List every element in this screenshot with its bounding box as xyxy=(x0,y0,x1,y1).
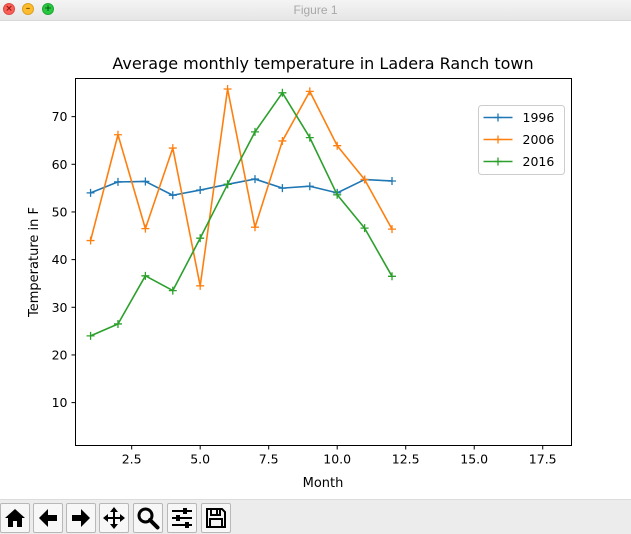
back-arrow-icon xyxy=(39,509,57,527)
data-point xyxy=(333,190,342,199)
navigation-toolbar xyxy=(0,499,631,534)
y-tick-label: 70 xyxy=(52,109,68,124)
x-tick-label: 15.0 xyxy=(460,452,488,467)
legend: 1996 2006 2016 xyxy=(478,105,565,175)
data-point xyxy=(141,177,150,186)
line-chart: Average monthly temperature in Ladera Ra… xyxy=(0,21,631,499)
home-button[interactable] xyxy=(0,503,30,533)
window-title: Figure 1 xyxy=(293,3,338,17)
y-tick-label: 10 xyxy=(52,395,68,410)
window-close-button[interactable]: × xyxy=(3,3,15,15)
data-point xyxy=(305,133,314,142)
x-tick-label: 10.0 xyxy=(323,452,351,467)
data-point xyxy=(388,225,397,234)
data-point xyxy=(250,127,259,136)
y-axis-label: Temperature in F xyxy=(27,207,42,318)
figure-canvas: Average monthly temperature in Ladera Ra… xyxy=(0,21,631,499)
data-point xyxy=(388,176,397,185)
zoom-icon xyxy=(137,507,160,530)
x-tick-label: 17.5 xyxy=(529,452,557,467)
data-point xyxy=(113,130,122,139)
data-point xyxy=(86,236,95,245)
data-point xyxy=(278,184,287,193)
window-titlebar: × – + Figure 1 xyxy=(0,0,631,21)
x-tick-label: 5.0 xyxy=(190,452,210,467)
y-axis: 10 20 30 40 50 60 70 xyxy=(52,109,76,410)
y-tick-label: 50 xyxy=(52,204,68,219)
x-tick-label: 12.5 xyxy=(392,452,420,467)
legend-entry: 2016 xyxy=(483,154,555,169)
data-point xyxy=(278,136,287,145)
data-point xyxy=(168,144,177,153)
data-point xyxy=(168,191,177,200)
legend-marker xyxy=(494,157,502,166)
y-tick-label: 30 xyxy=(52,300,68,315)
series-line-2016 xyxy=(90,92,393,337)
pan-icon xyxy=(103,507,125,529)
save-button[interactable] xyxy=(201,503,231,533)
data-point xyxy=(305,182,314,191)
series-2016 xyxy=(86,88,397,340)
configure-subplots-button[interactable] xyxy=(167,503,197,533)
legend-entry: 1996 xyxy=(483,110,555,125)
forward-button[interactable] xyxy=(66,503,96,533)
data-point xyxy=(196,186,205,195)
data-point xyxy=(305,87,314,96)
save-icon xyxy=(206,508,226,528)
data-point xyxy=(196,234,205,243)
window-minimize-button[interactable]: – xyxy=(22,3,34,15)
back-button[interactable] xyxy=(33,503,63,533)
home-icon xyxy=(5,509,25,527)
data-point xyxy=(113,319,122,328)
chart-title: Average monthly temperature in Ladera Ra… xyxy=(112,54,533,73)
data-point xyxy=(360,175,369,184)
legend-label: 1996 xyxy=(523,110,555,125)
data-point xyxy=(250,175,259,184)
series-line-1996 xyxy=(90,178,393,197)
y-tick-label: 60 xyxy=(52,157,68,172)
data-point xyxy=(223,180,232,189)
data-point xyxy=(223,84,232,93)
legend-label: 2006 xyxy=(523,132,555,147)
data-point xyxy=(360,224,369,233)
data-point xyxy=(388,272,397,281)
data-point xyxy=(86,331,95,340)
data-point xyxy=(250,223,259,232)
pan-button[interactable] xyxy=(99,503,129,533)
legend-label: 2016 xyxy=(523,154,555,169)
window-maximize-button[interactable]: + xyxy=(42,3,54,15)
data-point xyxy=(333,141,342,150)
legend-box xyxy=(478,105,565,175)
y-tick-label: 40 xyxy=(52,252,68,267)
data-point xyxy=(86,188,95,197)
x-tick-label: 7.5 xyxy=(259,452,279,467)
zoom-button[interactable] xyxy=(133,503,163,533)
data-point xyxy=(196,281,205,290)
subplots-icon xyxy=(172,508,192,528)
data-point xyxy=(278,88,287,97)
y-tick-label: 20 xyxy=(52,347,68,362)
x-axis: 2.5 5.0 7.5 10.0 12.5 15.0 17.5 xyxy=(122,445,557,467)
data-point xyxy=(141,271,150,280)
data-point xyxy=(141,224,150,233)
x-tick-label: 2.5 xyxy=(122,452,142,467)
data-point xyxy=(113,177,122,186)
x-axis-label: Month xyxy=(303,476,344,491)
legend-entry: 2006 xyxy=(483,132,555,147)
legend-marker xyxy=(494,135,502,144)
plot-area-frame xyxy=(75,78,572,446)
data-point xyxy=(168,286,177,295)
forward-arrow-icon xyxy=(72,509,90,527)
legend-marker xyxy=(494,113,502,122)
